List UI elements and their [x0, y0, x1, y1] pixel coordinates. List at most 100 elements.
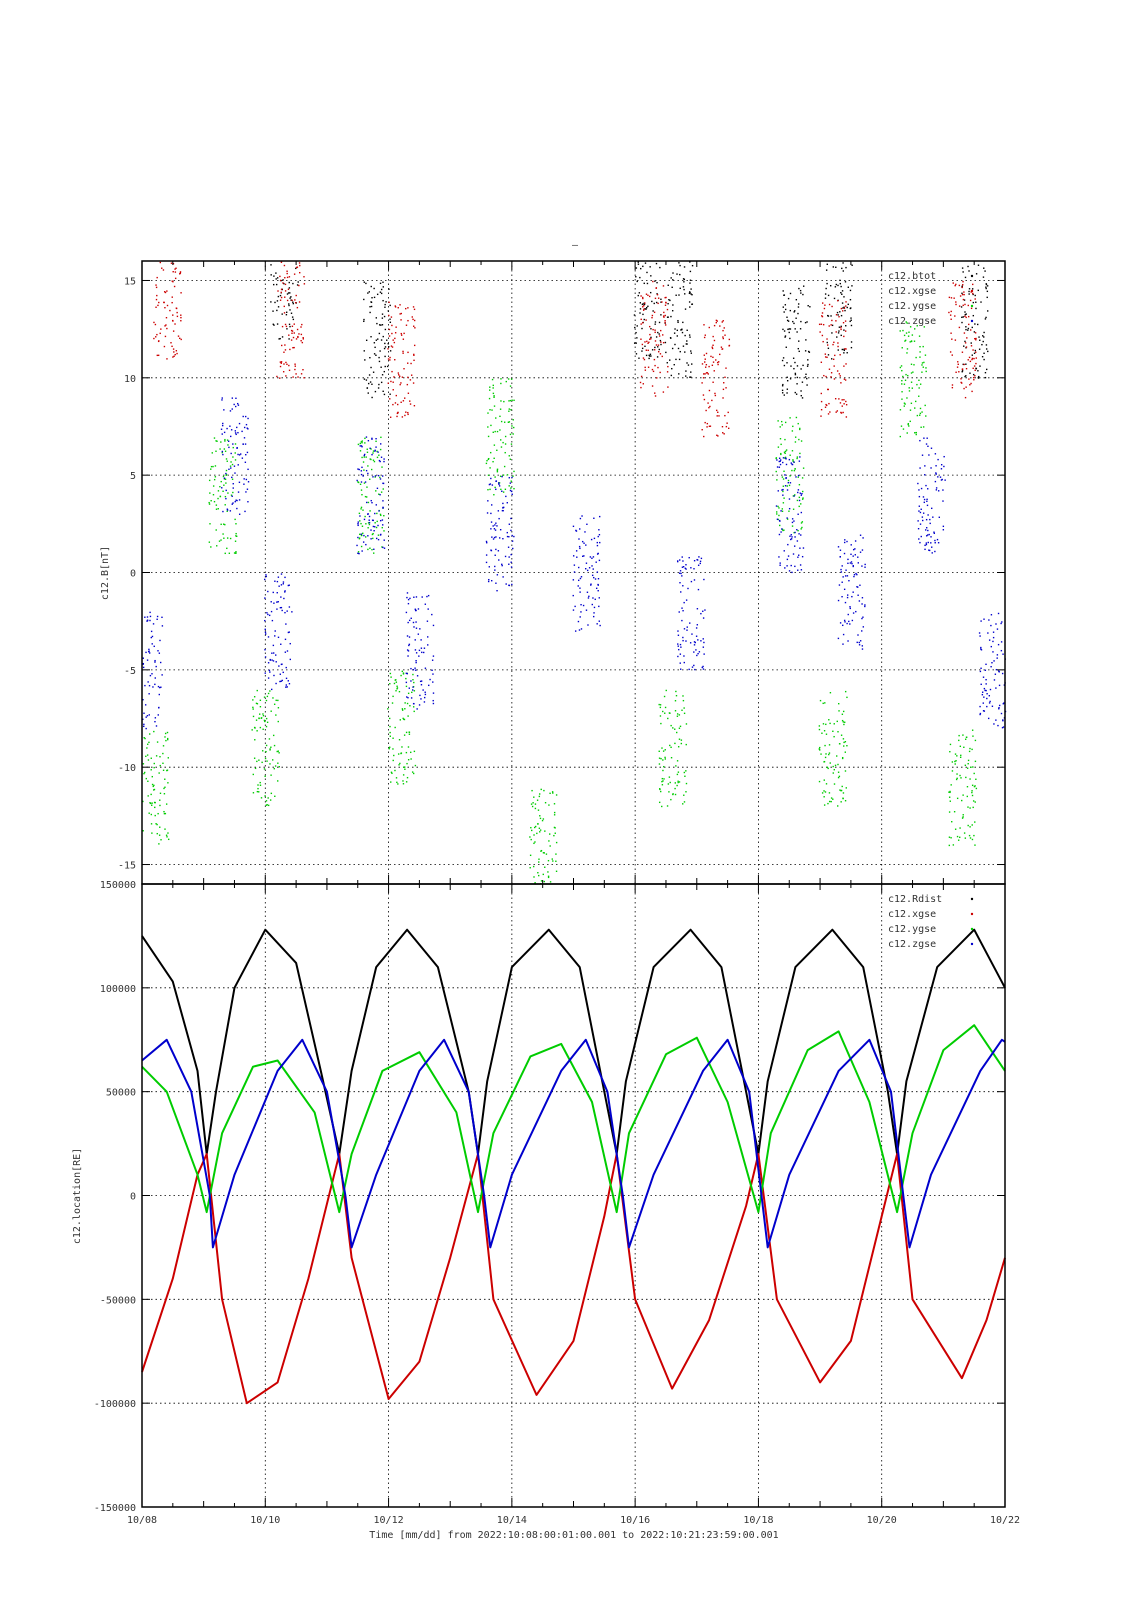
data-point-c12.ygse — [487, 412, 489, 414]
data-point-c12.zgse — [144, 704, 147, 706]
data-point-c12.btot — [809, 306, 811, 308]
data-point-c12.ygse — [543, 880, 545, 883]
data-point-c12.ygse — [900, 425, 903, 427]
data-point-c12.zgse — [779, 562, 781, 564]
data-point-c12.zgse — [927, 488, 929, 490]
data-point-c12.ygse — [919, 414, 921, 416]
data-point-c12.zgse — [857, 556, 859, 558]
data-point-c12.btot — [270, 274, 272, 276]
data-point-c12.zgse — [236, 426, 238, 429]
data-point-c12.zgse — [678, 648, 680, 651]
data-point-c12.xgse — [835, 314, 838, 316]
data-point-c12.ygse — [278, 752, 280, 754]
data-point-c12.xgse — [282, 282, 284, 284]
data-point-c12.btot — [977, 377, 980, 379]
data-point-c12.btot — [642, 265, 644, 268]
data-point-c12.btot — [969, 372, 971, 374]
data-point-c12.zgse — [238, 499, 241, 501]
data-point-c12.zgse — [926, 498, 928, 501]
data-point-c12.btot — [371, 383, 373, 385]
data-point-c12.xgse — [391, 332, 393, 335]
data-point-c12.zgse — [801, 492, 803, 495]
data-point-c12.zgse — [225, 472, 227, 475]
data-point-c12.ygse — [682, 803, 684, 805]
data-point-c12.xgse — [174, 353, 176, 356]
data-point-c12.zgse — [236, 507, 238, 510]
data-point-c12.xgse — [399, 304, 401, 306]
data-point-c12.zgse — [222, 422, 224, 425]
data-point-c12.ygse — [489, 451, 492, 454]
data-point-c12.btot — [805, 339, 807, 341]
data-point-c12.xgse — [639, 381, 642, 384]
data-point-c12.zgse — [428, 684, 430, 687]
data-point-c12.ygse — [252, 699, 254, 701]
data-point-c12.zgse — [841, 595, 843, 598]
data-point-c12.ygse — [796, 457, 798, 460]
data-point-c12.zgse — [223, 431, 226, 434]
data-point-c12.xgse — [645, 349, 648, 351]
data-point-c12.zgse — [572, 555, 575, 557]
data-point-c12.ygse — [366, 448, 368, 450]
data-point-c12.xgse — [664, 321, 666, 324]
data-point-c12.btot — [794, 310, 796, 312]
data-point-c12.xgse — [643, 308, 645, 310]
data-point-c12.ygse — [912, 371, 914, 373]
data-point-c12.zgse — [238, 422, 241, 425]
data-point-c12.btot — [783, 294, 786, 296]
data-point-c12.ygse — [962, 814, 964, 816]
data-point-c12.ygse — [509, 458, 512, 460]
data-point-c12.zgse — [508, 523, 511, 525]
data-point-c12.ygse — [412, 673, 414, 676]
data-point-c12.xgse — [294, 365, 296, 367]
data-point-c12.ygse — [379, 513, 382, 516]
data-point-c12.xgse — [701, 363, 704, 365]
data-point-c12.xgse — [968, 378, 970, 380]
data-point-c12.xgse — [176, 315, 179, 318]
data-point-c12.ygse — [910, 372, 913, 374]
data-point-c12.zgse — [864, 605, 866, 608]
data-point-c12.ygse — [684, 775, 686, 777]
data-point-c12.ygse — [841, 719, 844, 722]
data-point-c12.ygse — [389, 672, 392, 675]
data-point-c12.btot — [654, 321, 657, 323]
data-point-c12.xgse — [287, 288, 290, 290]
data-point-c12.zgse — [990, 645, 993, 648]
data-point-c12.ygse — [909, 420, 911, 423]
data-point-c12.btot — [371, 297, 373, 299]
data-point-c12.xgse — [292, 376, 294, 378]
data-point-c12.ygse — [147, 795, 149, 797]
data-point-c12.xgse — [728, 344, 731, 347]
data-point-c12.ygse — [256, 730, 258, 732]
data-point-c12.zgse — [266, 612, 268, 614]
data-point-c12.xgse — [392, 389, 394, 391]
data-point-c12.btot — [379, 291, 382, 293]
data-point-c12.xgse — [650, 338, 652, 340]
data-point-c12.btot — [679, 350, 681, 353]
data-point-c12.zgse — [942, 529, 945, 531]
data-point-c12.ygse — [919, 412, 922, 415]
data-point-c12.xgse — [828, 303, 831, 306]
data-point-c12.ygse — [972, 766, 974, 768]
data-point-c12.zgse — [382, 524, 384, 526]
data-point-c12.btot — [849, 320, 851, 323]
data-point-c12.xgse — [293, 273, 296, 275]
data-point-c12.zgse — [375, 537, 378, 540]
y-tick-label: 10 — [124, 374, 136, 385]
data-point-c12.btot — [799, 328, 802, 330]
data-point-c12.zgse — [693, 651, 695, 653]
data-point-c12.ygse — [967, 763, 969, 765]
series-line-c12.xgse — [141, 1153, 1006, 1405]
data-point-c12.btot — [977, 370, 979, 372]
data-point-c12.ygse — [907, 374, 909, 377]
data-point-c12.zgse — [789, 535, 791, 537]
data-point-c12.btot — [296, 284, 299, 286]
data-point-c12.zgse — [505, 583, 507, 585]
data-point-c12.zgse — [593, 537, 596, 540]
data-point-c12.ygse — [235, 523, 237, 525]
data-point-c12.xgse — [722, 336, 724, 338]
data-point-c12.xgse — [819, 331, 821, 333]
data-point-c12.ygse — [914, 432, 916, 434]
data-point-c12.ygse — [775, 457, 778, 459]
data-point-c12.ygse — [228, 552, 231, 554]
data-point-c12.ygse — [787, 479, 790, 482]
